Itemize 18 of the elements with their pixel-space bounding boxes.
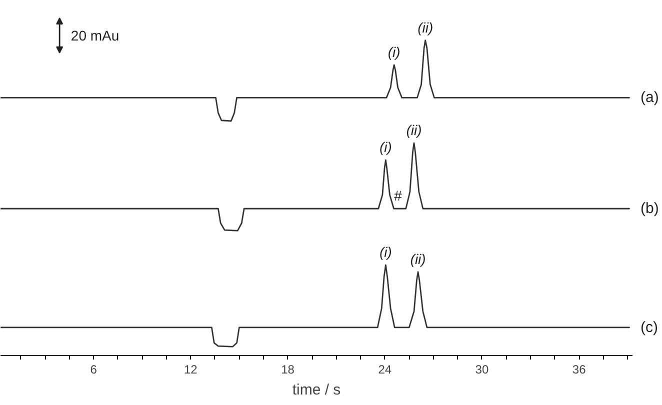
x-tick-label: 36 [572, 362, 586, 376]
series-label: (c) [640, 318, 658, 336]
x-tick-label: 18 [281, 362, 295, 376]
x-tick-label: 12 [184, 362, 198, 376]
annotation: (ii) [406, 122, 422, 138]
annotation: (i) [379, 244, 392, 260]
annotation: (ii) [410, 250, 426, 267]
x-axis-title: time / s [292, 382, 341, 398]
annotation: # [394, 188, 402, 204]
x-tick-label: 30 [475, 362, 489, 376]
series-label: (b) [640, 200, 659, 218]
annotation: (ii) [418, 19, 434, 36]
annotation: 20 mAu [70, 28, 120, 44]
x-tick-label: 24 [378, 362, 392, 376]
x-tick-label: 6 [90, 362, 98, 376]
annotation: (i) [388, 44, 400, 60]
annotation: (i) [379, 139, 392, 156]
series-label: (a) [640, 89, 659, 106]
